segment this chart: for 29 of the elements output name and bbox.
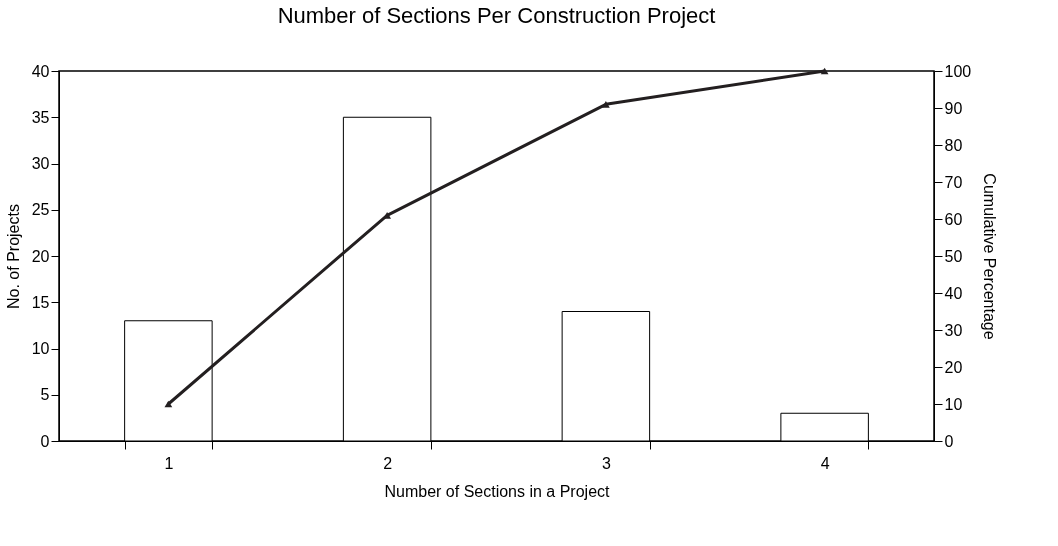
y2-tick-label: 0: [944, 432, 954, 450]
y2-tick-label: 50: [944, 247, 963, 265]
y-tick-label: 10: [31, 340, 50, 357]
y-tick-label: 0: [40, 432, 50, 450]
x-tick-label: 2: [383, 454, 393, 472]
chart-title: Number of Sections Per Construction Project: [277, 3, 716, 28]
y2-tick-label: 30: [944, 321, 963, 339]
point: [602, 100, 610, 108]
y2-tick-label: 100: [944, 62, 972, 80]
y-tick-label: 35: [31, 108, 50, 126]
y-tick-label: 20: [31, 247, 50, 265]
y-tick-label: 40: [31, 62, 50, 80]
y-tick-label: 15: [31, 293, 50, 311]
x-axis-title: Number of Sections in a Project: [384, 482, 611, 500]
y2-tick-label: 10: [944, 395, 963, 413]
y2-tick-label: 40: [944, 284, 963, 302]
y2-axis-title: Cumulative Percentage: [981, 173, 999, 340]
y-tick-label: 5: [40, 386, 50, 404]
x-tick-label: 1: [164, 454, 174, 472]
x-tick-label: 3: [601, 454, 611, 472]
y-tick-label: 25: [31, 201, 50, 219]
y-tick-label: 30: [31, 155, 50, 172]
y2-tick-label: 70: [944, 173, 963, 191]
y2-tick-label: 90: [944, 99, 963, 117]
x-tick-label: 4: [820, 454, 830, 472]
y-axis-title: No. of Projects: [4, 204, 22, 309]
y2-tick-label: 60: [944, 210, 963, 228]
y2-tick-label: 20: [944, 358, 963, 376]
y2-tick-label: 80: [944, 136, 963, 154]
